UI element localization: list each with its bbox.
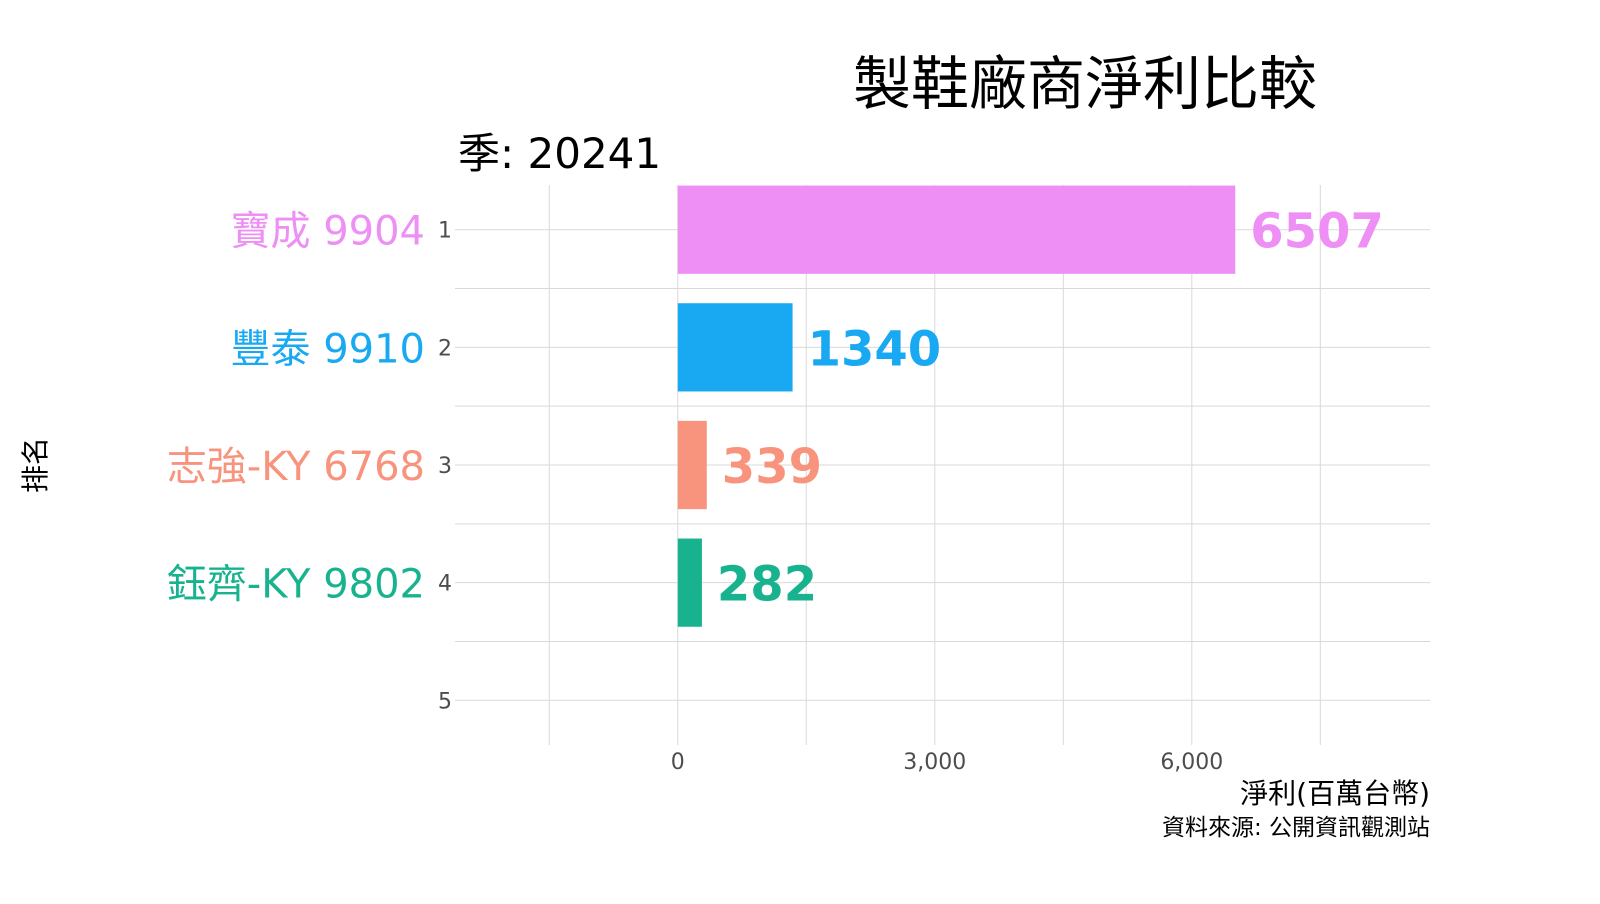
- bar-value-label: 282: [717, 557, 817, 613]
- bars: 寶成 9904 6507 豐泰 9910 1340 志強-KY 6768 339 鈺齊-KY…: [167, 185, 1384, 627]
- bar-value-label: 6507: [1250, 204, 1384, 260]
- bar-category-label: 鈺齊-KY 9802: [167, 562, 425, 608]
- x-tick-label: 6,000: [1160, 750, 1223, 775]
- grid: 0 3,000 6,000 1 2 3 4 5: [438, 185, 1430, 775]
- x-tick-label: 3,000: [903, 750, 966, 775]
- bar: [677, 538, 702, 627]
- y-tick-label: 2: [438, 336, 452, 361]
- bar: [677, 420, 707, 510]
- chart-title: 製鞋廠商淨利比較: [853, 50, 1317, 118]
- y-tick-label: 4: [438, 572, 452, 597]
- chart-subtitle: 季: 20241: [458, 129, 661, 178]
- bar: [677, 303, 793, 392]
- y-tick-label: 5: [438, 689, 452, 714]
- y-tick-label: 1: [438, 219, 452, 244]
- y-tick-label: 3: [438, 454, 452, 479]
- x-axis-label: 淨利(百萬台幣): [1240, 777, 1430, 810]
- bar-value-label: 1340: [808, 321, 942, 377]
- bar-category-label: 志強-KY 6768: [167, 444, 425, 490]
- bar-value-label: 339: [722, 439, 822, 495]
- caption: 資料來源: 公開資訊觀測站: [1162, 815, 1430, 841]
- y-axis-label: 排名: [19, 437, 52, 493]
- x-tick-label: 0: [671, 750, 685, 775]
- bar: [677, 185, 1236, 274]
- bar-category-label: 寶成 9904: [230, 209, 425, 255]
- bar-category-label: 豐泰 9910: [230, 326, 425, 372]
